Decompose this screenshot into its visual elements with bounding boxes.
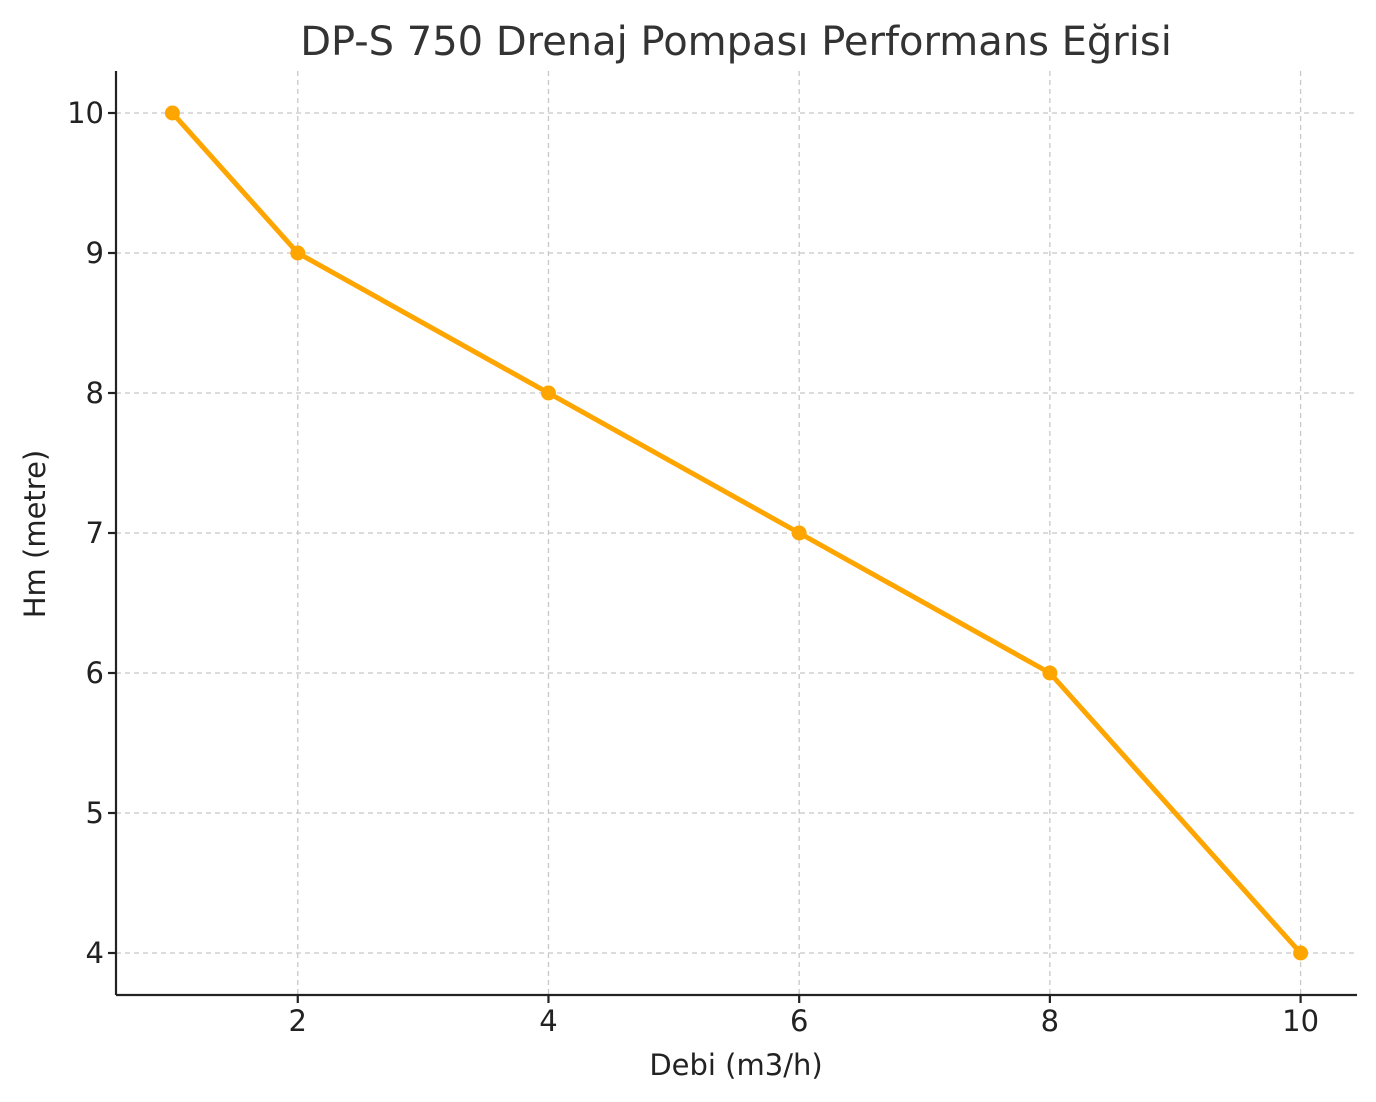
x-axis-label: Debi (m3/h) — [649, 1048, 822, 1082]
ticks: 2 4 6 8 10 4 5 6 7 8 9 10 — [67, 96, 1319, 1038]
y-tick-label: 8 — [86, 376, 104, 410]
chart-title: DP-S 750 Drenaj Pompası Performans Eğris… — [300, 19, 1172, 65]
y-tick-label: 5 — [86, 796, 104, 830]
x-tick-label: 10 — [1282, 1004, 1319, 1038]
data-point — [1293, 945, 1309, 961]
x-tick-label: 4 — [539, 1004, 557, 1038]
y-tick-label: 6 — [86, 656, 104, 690]
y-tick-label: 10 — [67, 96, 104, 130]
data-point — [290, 245, 306, 261]
x-tick-label: 8 — [1041, 1004, 1059, 1038]
y-axis-label: Hm (metre) — [18, 450, 52, 619]
y-tick-label: 9 — [86, 236, 104, 270]
series-line — [169, 110, 1304, 956]
data-point — [164, 105, 180, 121]
x-tick-label: 2 — [289, 1004, 307, 1038]
data-point — [1042, 665, 1058, 681]
series — [164, 105, 1309, 961]
data-point — [791, 525, 807, 541]
y-tick-label: 4 — [86, 936, 104, 970]
data-point — [540, 385, 556, 401]
x-tick-label: 6 — [790, 1004, 808, 1038]
y-tick-label: 7 — [86, 516, 104, 550]
